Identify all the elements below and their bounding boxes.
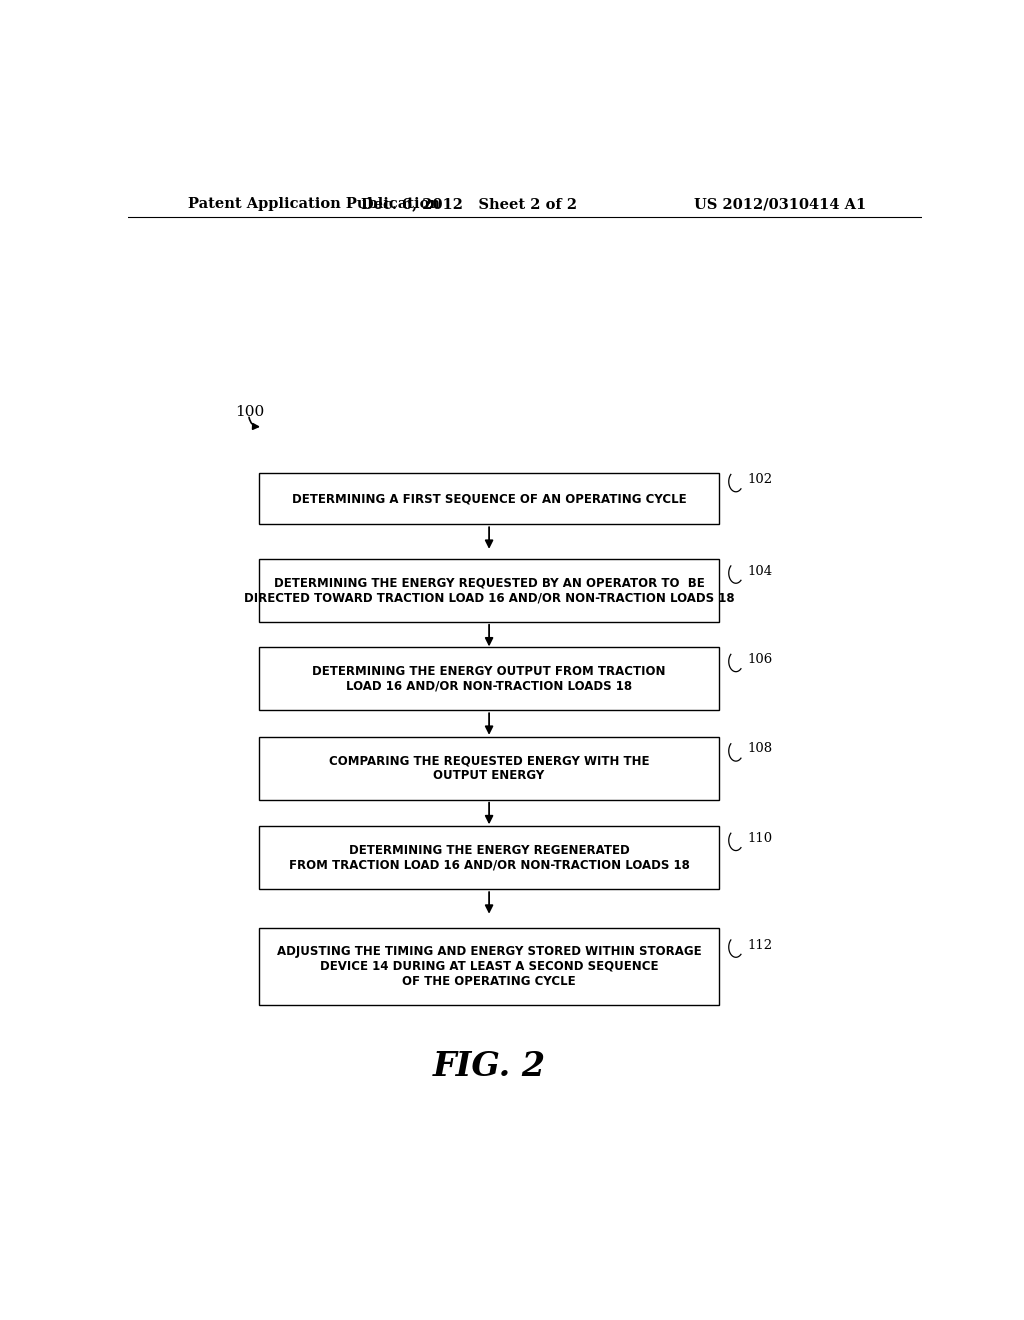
- Text: Patent Application Publication: Patent Application Publication: [187, 197, 439, 211]
- Text: US 2012/0310414 A1: US 2012/0310414 A1: [694, 197, 866, 211]
- Text: 102: 102: [748, 473, 772, 486]
- Text: DETERMINING THE ENERGY REGENERATED
FROM TRACTION LOAD 16 AND/OR NON-TRACTION LOA: DETERMINING THE ENERGY REGENERATED FROM …: [289, 843, 689, 871]
- FancyBboxPatch shape: [259, 647, 719, 710]
- Text: DETERMINING A FIRST SEQUENCE OF AN OPERATING CYCLE: DETERMINING A FIRST SEQUENCE OF AN OPERA…: [292, 492, 686, 506]
- Text: ADJUSTING THE TIMING AND ENERGY STORED WITHIN STORAGE
DEVICE 14 DURING AT LEAST : ADJUSTING THE TIMING AND ENERGY STORED W…: [276, 945, 701, 987]
- FancyBboxPatch shape: [259, 928, 719, 1005]
- Text: DETERMINING THE ENERGY OUTPUT FROM TRACTION
LOAD 16 AND/OR NON-TRACTION LOADS 18: DETERMINING THE ENERGY OUTPUT FROM TRACT…: [312, 665, 666, 693]
- FancyBboxPatch shape: [259, 474, 719, 524]
- FancyBboxPatch shape: [259, 737, 719, 800]
- Text: 106: 106: [748, 653, 772, 667]
- FancyBboxPatch shape: [259, 558, 719, 622]
- Text: 108: 108: [748, 742, 772, 755]
- Text: 100: 100: [236, 405, 264, 420]
- Text: 112: 112: [748, 939, 772, 952]
- FancyBboxPatch shape: [259, 826, 719, 890]
- Text: Dec. 6, 2012   Sheet 2 of 2: Dec. 6, 2012 Sheet 2 of 2: [361, 197, 578, 211]
- Text: 110: 110: [748, 832, 772, 845]
- Text: DETERMINING THE ENERGY REQUESTED BY AN OPERATOR TO  BE
DIRECTED TOWARD TRACTION : DETERMINING THE ENERGY REQUESTED BY AN O…: [244, 577, 734, 605]
- Text: FIG. 2: FIG. 2: [432, 1049, 546, 1082]
- Text: 104: 104: [748, 565, 772, 578]
- Text: COMPARING THE REQUESTED ENERGY WITH THE
OUTPUT ENERGY: COMPARING THE REQUESTED ENERGY WITH THE …: [329, 754, 649, 783]
